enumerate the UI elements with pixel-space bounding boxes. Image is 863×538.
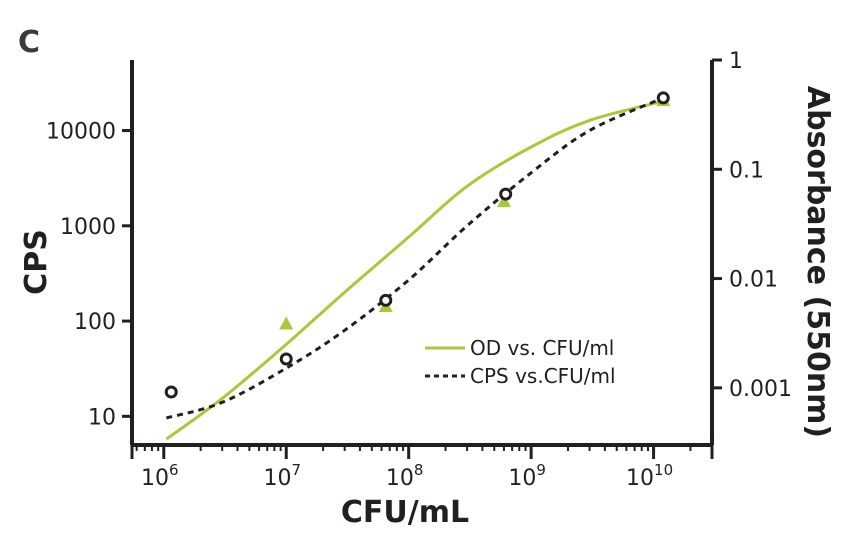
legend-label-cps: CPS vs.CFU/ml bbox=[470, 364, 616, 388]
y-tick-label: 1000 bbox=[60, 215, 116, 240]
y-axis-title: CPS bbox=[19, 229, 54, 295]
cps-point bbox=[656, 91, 670, 105]
data-markers bbox=[164, 91, 671, 399]
cps-point bbox=[379, 293, 393, 307]
od-point bbox=[496, 194, 511, 208]
cps-point bbox=[164, 385, 178, 399]
od-point bbox=[279, 316, 294, 330]
x-tick-label: 108 bbox=[386, 461, 424, 491]
panel-label: C bbox=[18, 25, 40, 60]
axes: 10 100 1000 10000 0.001 0.01 0.1 1 106 107 108 109 1… bbox=[46, 49, 792, 491]
y-tick-label: 10 bbox=[88, 405, 116, 430]
legend-label-od: OD vs. CFU/ml bbox=[470, 336, 614, 360]
fit-curves bbox=[165, 96, 664, 441]
x-tick-label: 107 bbox=[263, 461, 301, 491]
cps-point bbox=[279, 352, 293, 366]
x-tick-label: 1010 bbox=[626, 461, 673, 491]
y-tick-label: 10000 bbox=[46, 120, 116, 145]
y2-tick-label: 1 bbox=[729, 49, 743, 74]
y2-tick-label: 0.001 bbox=[729, 377, 792, 402]
y-tick-label: 100 bbox=[74, 310, 116, 335]
y2-tick-label: 0.01 bbox=[729, 268, 778, 293]
cps-fit-line bbox=[165, 96, 664, 420]
x-tick-label: 109 bbox=[508, 461, 546, 491]
od-fit-line bbox=[165, 99, 664, 441]
legend: OD vs. CFU/ml CPS vs.CFU/ml bbox=[425, 336, 616, 388]
y2-axis-title: Absorbance (550nm) bbox=[800, 86, 835, 438]
y2-tick-label: 0.1 bbox=[729, 158, 764, 183]
x-axis-title: CFU/mL bbox=[341, 495, 469, 530]
x-tick-label: 106 bbox=[141, 461, 179, 491]
cps-point bbox=[499, 187, 513, 201]
